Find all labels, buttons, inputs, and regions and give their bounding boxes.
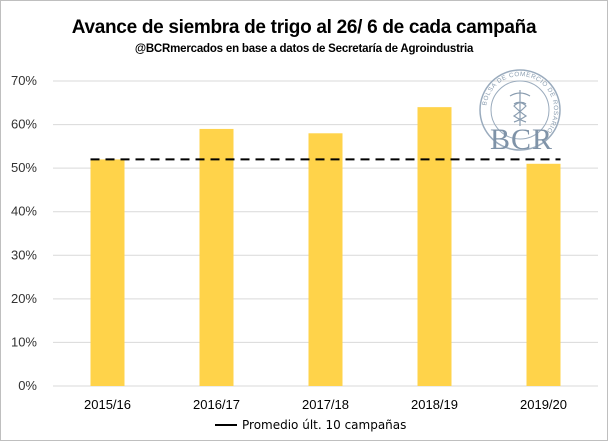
logo-outer-ring — [479, 69, 561, 151]
y-tick-label: 30% — [11, 247, 37, 262]
y-tick-label: 70% — [11, 73, 37, 88]
bar — [308, 133, 343, 386]
chart-subtitle: @BCRmercados en base a datos de Secretar… — [134, 43, 474, 55]
y-tick-label: 10% — [11, 334, 37, 349]
x-tick-label: 2018/19 — [411, 397, 458, 412]
bar — [199, 128, 234, 386]
x-tick-label: 2015/16 — [84, 397, 131, 412]
chart-title: Avance de siembra de trigo al 26/ 6 de c… — [71, 17, 537, 38]
x-axis-category-labels: 2015/16 2016/17 2017/18 2018/19 2019/20 — [84, 397, 567, 412]
x-tick-label: 2017/18 — [302, 397, 349, 412]
y-tick-label: 60% — [11, 117, 37, 132]
legend: Promedio últ. 10 campañas — [215, 418, 406, 432]
y-tick-label: 20% — [11, 291, 37, 306]
y-axis-tick-labels: 0% 10% 20% 30% 40% 50% 60% 70% — [11, 73, 37, 393]
caduceus-icon — [509, 90, 531, 126]
bar — [526, 163, 561, 386]
y-tick-label: 40% — [11, 204, 37, 219]
x-tick-label: 2016/17 — [193, 397, 240, 412]
legend-label-average: Promedio últ. 10 campañas — [242, 418, 406, 432]
y-tick-label: 0% — [18, 378, 37, 393]
bar — [90, 159, 125, 386]
logo-inner-ring — [490, 80, 550, 140]
bars — [90, 107, 561, 387]
y-tick-label: 50% — [11, 160, 37, 175]
bcr-logo: BOLSA DE COMERCIO DE ROSARIO — [479, 69, 561, 151]
x-tick-label: 2019/20 — [520, 397, 567, 412]
logo-letters: BCR — [489, 123, 554, 156]
bar — [417, 107, 452, 387]
